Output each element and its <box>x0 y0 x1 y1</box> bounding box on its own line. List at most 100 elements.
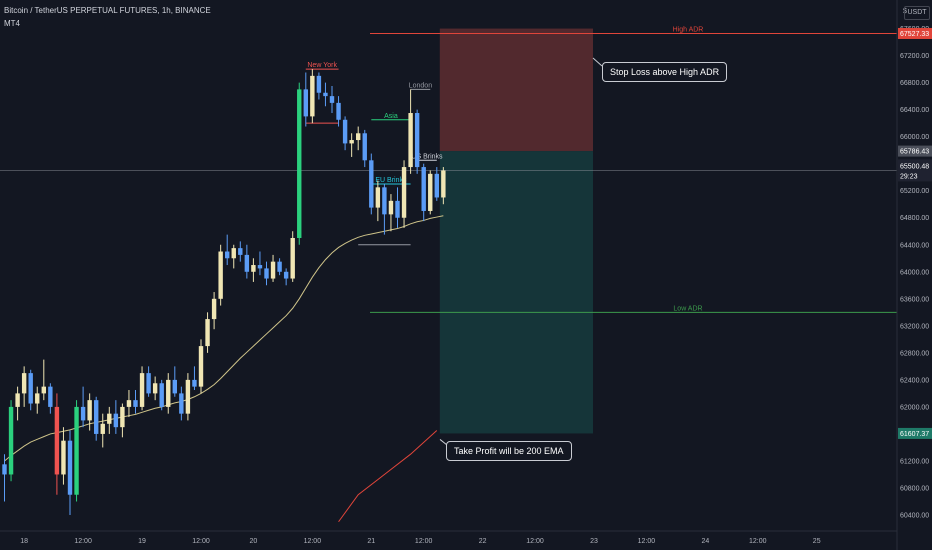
y-tick-label: 65200.00 <box>900 188 929 195</box>
candle-body <box>48 386 53 407</box>
candle-body <box>408 113 413 168</box>
session-markers: New York Asia London EU Brinks US Brinks <box>305 62 443 246</box>
candle-body <box>277 261 282 272</box>
x-tick-label: 12:00 <box>638 538 656 545</box>
candle-body <box>257 265 263 269</box>
y-tick-label: 63200.00 <box>900 323 929 330</box>
candle-body <box>414 113 420 168</box>
candle-body <box>35 393 40 404</box>
y-tick-label: 60400.00 <box>900 513 929 520</box>
candle-body <box>139 373 145 407</box>
candle-body <box>303 89 308 117</box>
stop-loss-zone <box>439 28 593 152</box>
x-tick-label: 12:00 <box>74 538 92 545</box>
candle-body <box>382 187 387 215</box>
candle-body <box>401 167 407 218</box>
y-tick-label: 67200.00 <box>900 53 929 60</box>
candle-body <box>2 464 7 475</box>
session-label: London <box>409 82 432 89</box>
session-label: EU Brinks <box>375 177 407 184</box>
candle-body <box>159 383 164 407</box>
candle-body <box>211 298 217 320</box>
candle-body <box>270 261 276 279</box>
low-adr-label: Low ADR <box>673 305 702 312</box>
candle-body <box>362 133 367 161</box>
target-price-tag-bg <box>898 427 932 439</box>
entry-price-tag-bg <box>898 145 932 157</box>
symbol-title: Bitcoin / TetherUS PERPETUAL FUTURES, 1h… <box>4 6 211 15</box>
candle-body <box>283 271 289 279</box>
session-label: Asia <box>384 113 398 120</box>
candle-body <box>244 254 250 272</box>
candle-body <box>126 400 132 407</box>
y-tick-label: 62800.00 <box>900 350 929 357</box>
candle-body <box>67 440 73 495</box>
candle-body <box>441 170 446 198</box>
y-tick-label: 66800.00 <box>900 80 929 87</box>
high-adr-price-tag-bg <box>898 27 932 39</box>
y-tick-label: 63600.00 <box>900 296 929 303</box>
candle-body <box>179 393 184 414</box>
price-axis: 60400.0060800.0061200.0061600.0062000.00… <box>896 0 932 550</box>
candle-body <box>54 406 60 475</box>
time-axis: 18 12:00 19 12:00 20 12:00 21 12:00 22 12:00 23 12:… <box>0 530 897 545</box>
candle-body <box>375 187 381 208</box>
currency-badge[interactable]: USDT <box>904 6 930 20</box>
ema-50-line <box>4 215 444 462</box>
x-tick-label: 12:00 <box>192 538 210 545</box>
candle-body <box>120 406 125 428</box>
candle-body <box>166 379 171 407</box>
indicator-name: MT4 <box>4 19 20 28</box>
x-tick-label: 24 <box>701 538 709 545</box>
candle-body <box>61 440 66 475</box>
session-label: US Brinks <box>411 153 443 160</box>
x-tick-label: 22 <box>479 538 487 545</box>
candle-body <box>342 119 348 144</box>
y-tick-label: 61200.00 <box>900 458 929 465</box>
candle-body <box>323 92 328 97</box>
candle-body <box>185 379 191 414</box>
candle-body <box>21 373 27 394</box>
current-price-tag: 65500.48 <box>900 163 929 170</box>
y-tick-label: 60800.00 <box>900 485 929 492</box>
y-tick-label: 66000.00 <box>900 134 929 141</box>
candle-body <box>297 89 302 239</box>
ema-200-line <box>338 430 438 523</box>
x-tick-label: 19 <box>138 538 146 545</box>
take-profit-leader <box>439 439 448 446</box>
candle-body <box>15 393 20 407</box>
candle-body <box>231 248 236 259</box>
candle-body <box>74 406 79 495</box>
candle-body <box>28 373 33 404</box>
candle-body <box>238 248 243 255</box>
candle-body <box>107 413 112 424</box>
x-tick-label: 18 <box>20 538 28 545</box>
candle-body <box>329 96 335 103</box>
x-tick-label: 21 <box>367 538 375 545</box>
candle-body <box>100 423 105 434</box>
y-tick-label: 64400.00 <box>900 242 929 249</box>
candle-body <box>172 379 177 394</box>
high-adr-price-tag: 67527.33 <box>900 31 929 38</box>
candle-body <box>152 383 158 394</box>
candle-body <box>251 265 256 272</box>
entry-price-tag: 65786.43 <box>900 149 929 156</box>
x-tick-label: 12:00 <box>304 538 322 545</box>
candle-body <box>146 373 151 394</box>
take-profit-zone <box>439 151 593 434</box>
x-tick-label: 20 <box>250 538 258 545</box>
candle-body <box>87 400 92 421</box>
stop-loss-callout: Stop Loss above High ADR <box>602 62 728 82</box>
candle-body <box>421 167 426 211</box>
candle-body <box>434 173 439 198</box>
candle-body <box>349 140 354 144</box>
current-price-tag-countdown: 29:23 <box>900 173 918 180</box>
candle-body <box>41 386 46 394</box>
candle-body <box>198 346 204 387</box>
candle-body <box>310 75 315 117</box>
y-tick-label: 62000.00 <box>900 404 929 411</box>
candle-body <box>336 102 341 120</box>
candle-body <box>80 406 86 421</box>
candle-body <box>225 251 230 259</box>
